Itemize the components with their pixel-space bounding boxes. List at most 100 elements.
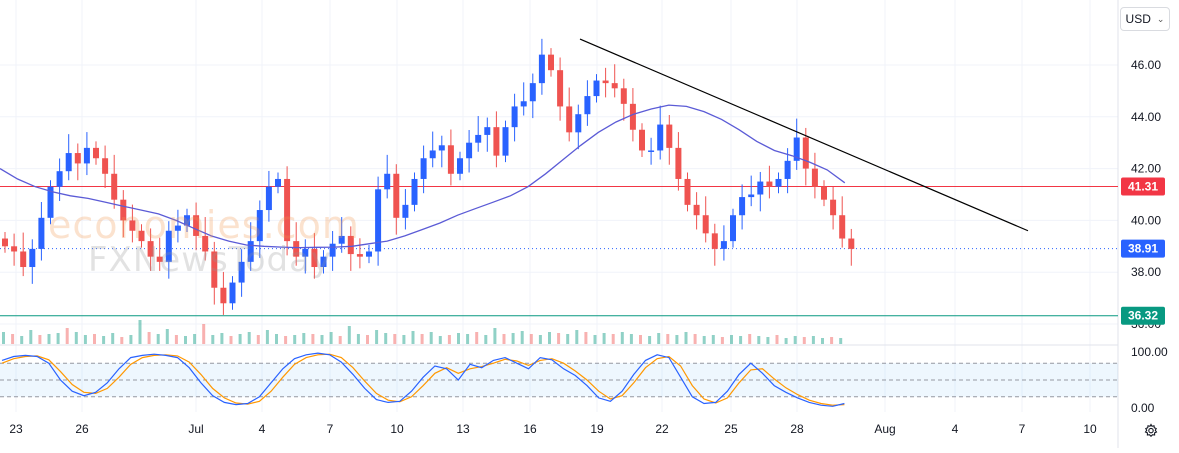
candle-body [256,210,263,242]
price-tags: 41.31 38.91 36.32 [1121,177,1165,325]
volume-bar [739,336,743,344]
volume-bar [165,329,169,344]
volume-bar [784,338,788,344]
candle-body [384,173,391,190]
candle-body [375,189,382,252]
volume-bar [220,333,224,344]
volume-bar [129,335,133,344]
volume-bar [821,338,824,344]
candle-body [347,235,354,255]
date-axis-label: 10 [390,422,404,436]
candle-body [639,129,645,151]
candle-body [202,235,209,252]
candle-body [184,215,190,226]
volume-bar [766,337,770,344]
candle-body [147,241,154,257]
candle-body [611,83,618,89]
candle-body [129,220,136,231]
candle-body [529,83,536,102]
trendline [579,38,1029,232]
volume-bar [338,336,342,344]
candle-body [29,248,36,268]
candle-body [457,158,463,174]
volume-bar [702,336,706,344]
price-axis-label: 40.00 [1131,213,1161,227]
currency-selector[interactable]: USD ⌄ [1120,7,1170,31]
date-axis-label: Jul [188,422,203,436]
candle-body [493,127,500,156]
volume-bar [402,335,406,344]
volume-bar [2,332,5,344]
date-axis-label: 10 [1083,422,1097,436]
candle-body [584,96,591,115]
date-axis-label: 4 [952,422,959,436]
volume-bar [511,333,515,344]
volume-bar [356,334,360,344]
volume-bar [648,336,652,344]
currency-label: USD [1125,12,1151,26]
candle-body [602,80,609,84]
volume-bar [366,335,369,344]
candle-body [848,238,855,249]
volume-bar [575,330,579,344]
volume-bar [529,334,533,344]
volume-bar [193,334,197,344]
candle-body [657,124,664,151]
candle-body [238,261,245,283]
candle-body [193,215,200,236]
candle-body [520,101,527,107]
volume-bar [47,334,51,344]
stochastic-panel [0,352,1118,407]
volume-bar [302,333,306,344]
candle-body [620,88,627,104]
candle-body [502,127,509,156]
last-price-tag-bg [1121,239,1165,258]
volume-bar [329,332,333,344]
volume-bar [411,331,415,344]
candle-body [211,251,218,288]
volume-bar [629,334,633,344]
volume-bar [184,336,187,344]
candle-body [156,256,163,262]
date-axis-label: 22 [655,422,669,436]
candle-body [165,230,172,262]
stoch-axis-label: 100.00 [1131,345,1168,359]
candle-body [684,178,691,205]
candle-body [102,158,109,174]
candle-body [675,147,682,179]
candle-body [411,178,418,205]
volume-bar [156,334,160,344]
candle-body [593,80,600,97]
volume-bar [102,336,106,344]
volume-bar [720,337,724,344]
settings-gear-icon[interactable] [1140,420,1162,442]
volume-bar [557,333,561,344]
volume-bar [93,334,96,344]
candle-body [793,137,800,161]
date-axis-label: 16 [523,422,537,436]
volume-bar [256,335,260,344]
candle-body [811,168,818,187]
date-axis-label: 7 [1019,422,1026,436]
candlesticks [2,38,855,315]
price-axis-label: 44.00 [1131,110,1161,124]
candle-body [56,171,63,187]
volume-bar [438,336,442,344]
volume-bar [466,334,470,344]
volume-bar [584,332,588,344]
candle-body [138,230,145,242]
volume-bar [347,326,351,344]
date-axis-label: 28 [790,422,804,436]
candle-body [693,204,700,216]
volume-bar [566,334,570,344]
candle-body [74,153,81,164]
volume-bar [757,336,761,344]
volume-bar [174,335,178,344]
date-axis-label: 23 [9,422,23,436]
volume-bar [284,336,288,344]
volume-bar [693,334,697,344]
volume-bar [675,335,679,344]
